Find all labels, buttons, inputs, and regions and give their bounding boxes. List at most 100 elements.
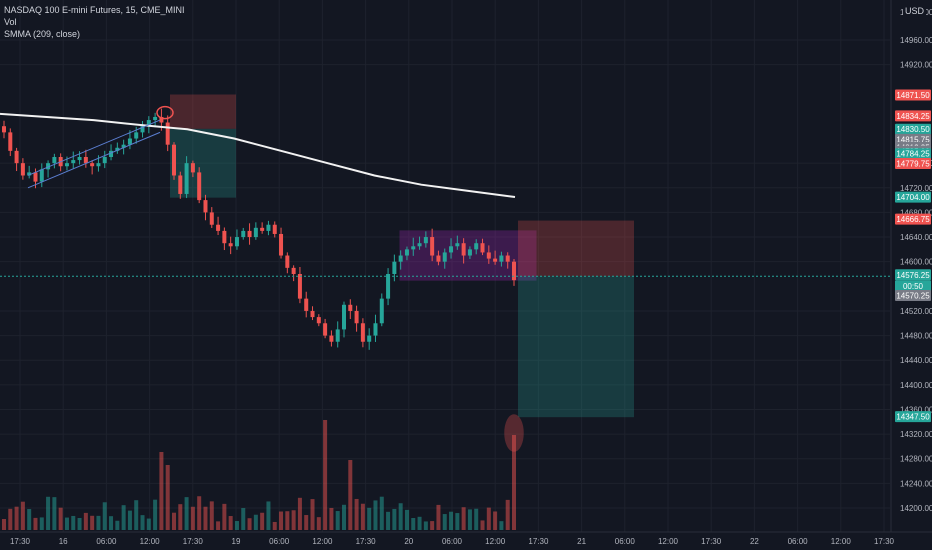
candle-body (247, 230, 252, 238)
candle-body (39, 169, 44, 182)
candle-body (279, 233, 284, 256)
volume-bar (184, 497, 189, 530)
volume-bar (197, 496, 202, 530)
time-tick-label: 12:00 (312, 537, 333, 546)
candle-body (272, 224, 277, 234)
volume-bar (102, 502, 107, 530)
price-tick-label: 14200.00 (900, 504, 932, 513)
volume-bar (146, 518, 151, 530)
volume-legend[interactable]: Vol (4, 17, 17, 27)
smma-legend[interactable]: SMMA (209, close) (4, 29, 81, 39)
trend-line (27, 131, 161, 189)
volume-bars (2, 420, 516, 530)
time-tick-label: 17:30 (10, 537, 31, 546)
volume-bar (423, 521, 428, 530)
volume-bar (348, 460, 353, 530)
candle-body (102, 157, 107, 164)
time-tick-label: 06:00 (269, 537, 290, 546)
time-tick-label: 19 (232, 537, 241, 546)
volume-bar (228, 516, 233, 530)
smma-line (0, 112, 516, 198)
price-tick-label: 14680.00 (900, 208, 932, 217)
time-tick-label: 17:30 (183, 537, 204, 546)
price-tick-label: 14240.00 (900, 479, 932, 488)
price-tick-label: 14320.00 (900, 430, 932, 439)
price-label-badge (895, 269, 931, 281)
volume-bar (83, 512, 88, 530)
volume-bar (203, 506, 208, 530)
time-tick-label: 16 (59, 537, 68, 546)
candle-body (33, 172, 38, 182)
time-tick-label: 22 (750, 537, 759, 546)
candle-body (190, 163, 195, 173)
price-label-text: 14704.00 (896, 193, 930, 202)
candle-body (512, 261, 516, 281)
candles (2, 108, 516, 350)
price-tick-label: 14280.00 (900, 455, 932, 464)
volume-bar (266, 501, 271, 530)
volume-bar (512, 435, 516, 530)
candle-body (184, 163, 189, 194)
price-axis[interactable]: 15000.0014960.0014920.0014760.0014720.00… (890, 0, 932, 550)
volume-bar (404, 509, 409, 530)
price-label-badge (895, 123, 931, 135)
volume-bar (2, 518, 6, 530)
candle-body (159, 116, 164, 123)
time-axis[interactable]: 17:30 16 06:00 12:00 17:30 19 06:00 12:00 17:30 2… (0, 531, 932, 546)
candle-body (316, 317, 321, 324)
time-tick-label: 17:30 (701, 537, 722, 546)
volume-bar (64, 517, 69, 530)
volume-bar (216, 521, 221, 530)
candle-body (430, 237, 435, 256)
chart-legend: NASDAQ 100 E-mini Futures, 15, CME_MINI … (4, 4, 185, 40)
volume-bar (398, 503, 403, 530)
price-label-badge (895, 157, 931, 169)
candle-body (71, 160, 76, 164)
candle-body (367, 335, 372, 342)
volume-bar (90, 515, 95, 530)
candle-body (291, 267, 296, 274)
candle-body (285, 255, 290, 268)
candle-body (354, 310, 359, 324)
volume-bar (442, 514, 447, 530)
candle-body (14, 150, 19, 164)
time-tick-label: 06:00 (442, 537, 463, 546)
candle-body (83, 157, 88, 164)
volume-bar (39, 517, 44, 530)
highlight-ellipse (504, 414, 524, 452)
annotations[interactable] (0, 105, 890, 452)
candle-body (442, 252, 447, 262)
price-tick-label: 14920.00 (900, 61, 932, 70)
volume-bar (297, 497, 302, 530)
candle-body (216, 224, 221, 231)
candle-body (360, 323, 365, 342)
candle-body (486, 252, 491, 259)
volume-bar (14, 506, 19, 530)
candle-body (96, 163, 101, 167)
price-label-text: 14779.75 (896, 159, 930, 168)
time-tick-label: 12:00 (485, 537, 506, 546)
price-label-text: 00:50 (903, 282, 924, 291)
price-tick-label: 14360.00 (900, 405, 932, 414)
candle-body (165, 122, 170, 145)
volume-bar (291, 510, 296, 530)
candle-body (260, 227, 265, 231)
candle-body (499, 255, 504, 262)
time-tick-label: 12:00 (658, 537, 679, 546)
candle-body (348, 304, 353, 311)
candle-body (234, 237, 239, 247)
volume-bar (279, 511, 284, 530)
candle-body (115, 147, 120, 151)
volume-bar (115, 520, 120, 530)
volume-bar (323, 420, 328, 530)
volume-bar (436, 504, 441, 530)
stop-loss-zone (170, 94, 236, 129)
symbol-title[interactable]: NASDAQ 100 E-mini Futures, 15, CME_MINI (4, 5, 185, 15)
currency-label[interactable]: USD (902, 6, 926, 16)
candle-body (342, 304, 346, 330)
candle-body (203, 200, 208, 213)
volume-bar (178, 504, 183, 530)
volume-bar (360, 503, 365, 530)
